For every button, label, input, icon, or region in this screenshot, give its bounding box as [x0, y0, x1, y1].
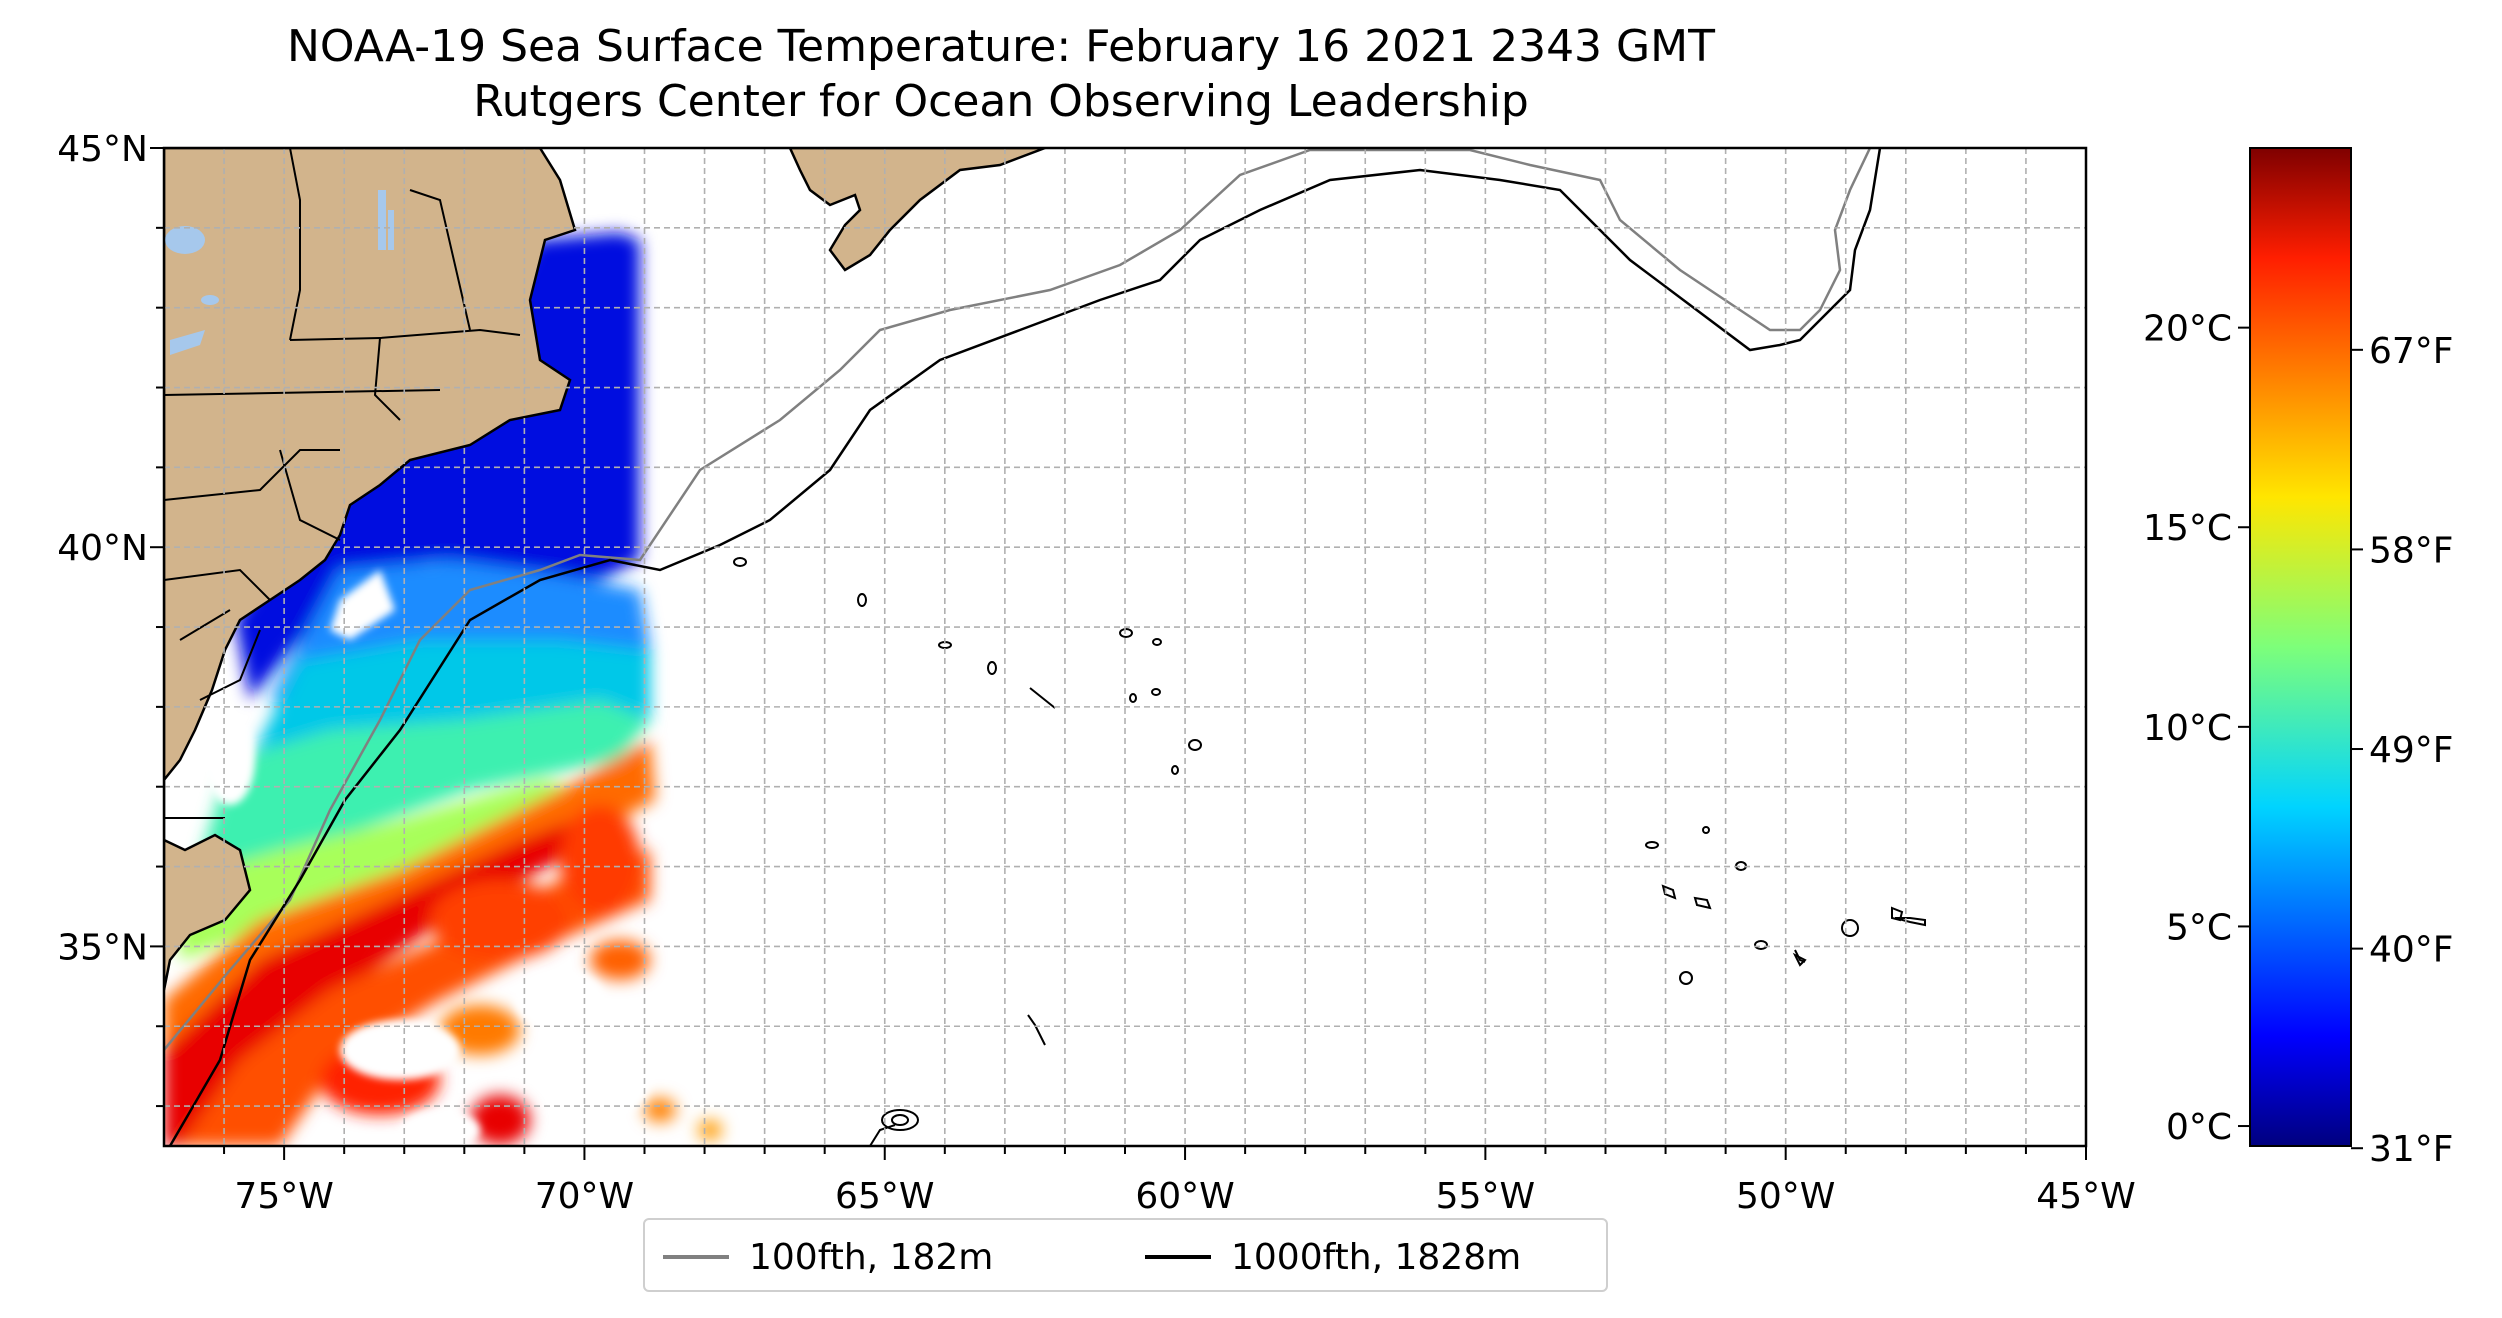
lon-tick-label: 75°W	[234, 1176, 333, 1217]
isobath-1000fth	[168, 148, 1882, 1146]
lat-tick-label: 40°N	[57, 528, 148, 569]
sst-swath	[164, 232, 722, 1146]
legend-item-1000fth: 1000fth, 1828m	[1145, 1220, 1521, 1294]
legend-item-100fth: 100fth, 182m	[663, 1220, 993, 1294]
colorbar-celsius-ticks: 0°C 5°C 10°C 15°C 20°C	[2143, 309, 2250, 1148]
state-borders	[164, 148, 521, 819]
lon-tick-label: 55°W	[1436, 1176, 1535, 1217]
lon-tick-label: 45°W	[2036, 1176, 2135, 1217]
legend-swatch-1000fth	[1145, 1255, 1211, 1259]
lon-tick-label: 50°W	[1736, 1176, 1835, 1217]
map-subtitle: Rutgers Center for Ocean Observing Leade…	[473, 76, 1529, 127]
colorbar-c-label: 10°C	[2143, 708, 2232, 749]
latitude-labels: 45°N 40°N 35°N	[57, 129, 148, 968]
lat-tick-label: 35°N	[57, 927, 148, 968]
lakes	[165, 190, 394, 355]
colorbar-c-label: 20°C	[2143, 309, 2232, 350]
land-mass	[164, 148, 1046, 991]
colorbar-f-label: 58°F	[2369, 530, 2454, 571]
colorbar-c-label: 15°C	[2143, 508, 2232, 549]
legend: 100fth, 182m 1000fth, 1828m	[643, 1218, 1608, 1292]
lon-tick-label: 70°W	[535, 1176, 634, 1217]
colorbar-gradient	[2249, 147, 2352, 1147]
graticule	[164, 148, 2086, 1146]
colorbar-f-label: 40°F	[2369, 930, 2454, 971]
colorbar-fahrenheit-ticks: 31°F 40°F 49°F 58°F 67°F	[2351, 331, 2454, 1170]
legend-label-100fth: 100fth, 182m	[749, 1236, 994, 1278]
colorbar-f-label: 67°F	[2369, 331, 2454, 372]
lon-tick-label: 60°W	[1135, 1176, 1234, 1217]
seamounts	[733, 557, 1926, 1146]
longitude-labels: 75°W 70°W 65°W 60°W 55°W 50°W 45°W	[234, 1176, 2135, 1217]
colorbar-c-label: 5°C	[2166, 907, 2232, 948]
legend-label-1000fth: 1000fth, 1828m	[1231, 1236, 1522, 1278]
map-title: NOAA-19 Sea Surface Temperature: Februar…	[287, 21, 1715, 72]
colorbar-f-label: 31°F	[2369, 1129, 2454, 1170]
axis-ticks	[150, 147, 2087, 1160]
colorbar: 0°C 5°C 10°C 15°C 20°C 31°F 40°F 49°F 58°F 67°F	[2143, 147, 2454, 1170]
lat-tick-label: 45°N	[57, 129, 148, 170]
lon-tick-label: 65°W	[835, 1176, 934, 1217]
map-area	[164, 148, 2086, 1146]
legend-swatch-100fth	[663, 1255, 729, 1259]
colorbar-f-label: 49°F	[2369, 730, 2454, 771]
colorbar-c-label: 0°C	[2166, 1107, 2232, 1148]
